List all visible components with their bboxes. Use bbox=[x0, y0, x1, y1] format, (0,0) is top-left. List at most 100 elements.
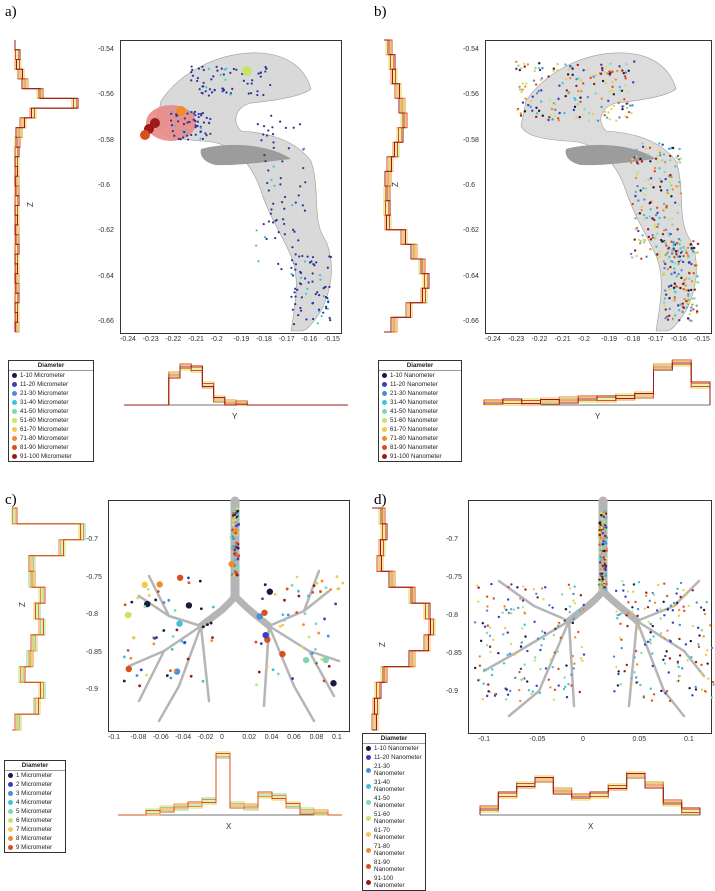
scatter-point bbox=[650, 699, 654, 702]
scatter-point bbox=[640, 257, 643, 260]
scatter-point bbox=[617, 670, 620, 673]
scatter-point bbox=[187, 581, 191, 585]
scatter-point bbox=[263, 583, 267, 587]
scatter-point bbox=[675, 253, 678, 256]
scatter-point bbox=[534, 83, 538, 86]
scatter-point bbox=[694, 268, 698, 271]
scatter-point bbox=[579, 594, 583, 597]
scatter-point bbox=[539, 667, 542, 671]
scatter-point bbox=[620, 66, 623, 70]
scatter-point bbox=[656, 211, 659, 215]
scatter-point bbox=[520, 641, 523, 644]
scatter-point bbox=[676, 680, 679, 683]
x-tick-label: -0.19 bbox=[601, 336, 618, 343]
scatter-point bbox=[603, 520, 606, 524]
scatter-point bbox=[283, 598, 286, 602]
scatter-point bbox=[682, 588, 685, 592]
scatter-point bbox=[488, 645, 492, 648]
scatter-point bbox=[662, 658, 665, 661]
legend-label: 3 Micrometer bbox=[16, 790, 53, 797]
scatter-point bbox=[564, 608, 568, 611]
scatter-point bbox=[145, 673, 148, 677]
scatter-point bbox=[177, 120, 180, 123]
x-tick-label: 0 bbox=[581, 736, 585, 743]
scatter-point bbox=[636, 627, 640, 630]
scatter-point bbox=[674, 165, 677, 168]
legend-swatch bbox=[12, 400, 17, 405]
scatter-point bbox=[284, 126, 288, 129]
scatter-point bbox=[665, 594, 669, 598]
x-tick-label: -0.23 bbox=[142, 336, 159, 343]
scatter-point bbox=[676, 211, 679, 214]
scatter-point bbox=[618, 613, 621, 616]
side-hist-series bbox=[384, 39, 426, 333]
scatter-point bbox=[695, 251, 698, 254]
legend-swatch bbox=[366, 815, 371, 821]
scatter-point bbox=[689, 309, 693, 312]
scatter-point bbox=[306, 287, 309, 290]
scatter-point bbox=[501, 611, 504, 614]
scatter-point bbox=[317, 308, 321, 311]
scatter-point bbox=[271, 133, 275, 136]
scatter-point bbox=[677, 184, 681, 188]
scatter-point bbox=[196, 124, 199, 128]
scatter-point bbox=[202, 81, 205, 84]
scatter-point bbox=[297, 589, 300, 593]
scatter-point bbox=[170, 124, 174, 127]
scatter-point bbox=[622, 589, 625, 592]
scatter-point bbox=[602, 540, 605, 543]
legend-label: 31-40 Nanometer bbox=[390, 399, 439, 406]
scatter-point bbox=[551, 118, 554, 121]
y-tick-label: -0.8 bbox=[446, 612, 459, 619]
y-tick-label: -0.9 bbox=[446, 688, 459, 695]
scatter-point bbox=[485, 595, 489, 598]
scatter-point bbox=[573, 602, 577, 605]
scatter-point bbox=[330, 680, 337, 687]
scatter-point bbox=[126, 648, 130, 652]
scatter-point bbox=[294, 303, 297, 306]
scatter-point bbox=[678, 674, 682, 678]
legend-entry: 41-50 Nanometer bbox=[379, 407, 461, 416]
scatter-point bbox=[512, 608, 516, 611]
x-axis-label-b: Y bbox=[595, 412, 601, 421]
scatter-point bbox=[489, 650, 492, 654]
scatter-point bbox=[618, 604, 622, 607]
scatter-point bbox=[122, 655, 126, 659]
scatter-point bbox=[518, 88, 522, 91]
scatter-point bbox=[687, 298, 690, 302]
scatter-point bbox=[656, 225, 659, 229]
scatter-point bbox=[271, 221, 275, 224]
scatter-point bbox=[651, 591, 654, 595]
scatter-point bbox=[667, 234, 671, 237]
scatter-points-a bbox=[140, 65, 333, 326]
scatter-point bbox=[571, 73, 574, 77]
scatter-point bbox=[535, 112, 539, 115]
scatter-point bbox=[516, 108, 519, 112]
scatter-point bbox=[630, 610, 634, 613]
scatter-point bbox=[634, 176, 638, 180]
scatter-point bbox=[679, 239, 682, 242]
legend-title: Diameter bbox=[363, 734, 425, 744]
scatter-point bbox=[685, 301, 688, 305]
bottom-hist-series bbox=[124, 367, 348, 406]
scatter-point bbox=[658, 151, 662, 154]
legend-label: 61-70 Nanometer bbox=[374, 827, 405, 841]
legend-label: 51-60 Nanometer bbox=[374, 811, 405, 825]
scatter-point bbox=[686, 246, 690, 249]
legend-swatch bbox=[366, 767, 371, 773]
scatter-point bbox=[605, 65, 608, 68]
legend-entry: 8 Micrometer bbox=[5, 834, 65, 843]
scatter-point bbox=[237, 518, 240, 521]
scatter-point bbox=[687, 301, 691, 305]
scatter-point bbox=[302, 166, 305, 170]
scatter-point bbox=[482, 682, 485, 685]
legend-entry: 31-40 Nanometer bbox=[379, 398, 461, 407]
scatter-point bbox=[271, 126, 274, 129]
scatter-point bbox=[598, 533, 602, 537]
scatter-point bbox=[177, 137, 180, 141]
scatter-point bbox=[604, 572, 607, 575]
scatter-point bbox=[209, 117, 212, 121]
scatter-point bbox=[664, 253, 667, 257]
scatter-point bbox=[279, 650, 286, 658]
scatter-point bbox=[672, 601, 676, 605]
